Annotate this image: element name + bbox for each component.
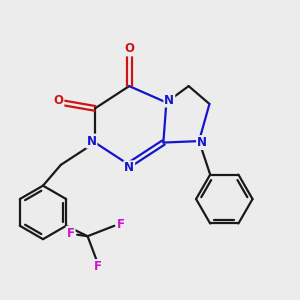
Text: F: F (117, 218, 125, 231)
Text: F: F (67, 227, 75, 240)
Text: N: N (124, 161, 134, 174)
Text: O: O (53, 94, 64, 107)
Text: N: N (164, 94, 174, 106)
Text: F: F (94, 260, 102, 273)
Text: N: N (197, 136, 207, 149)
Text: O: O (124, 42, 134, 56)
Text: N: N (86, 135, 96, 148)
